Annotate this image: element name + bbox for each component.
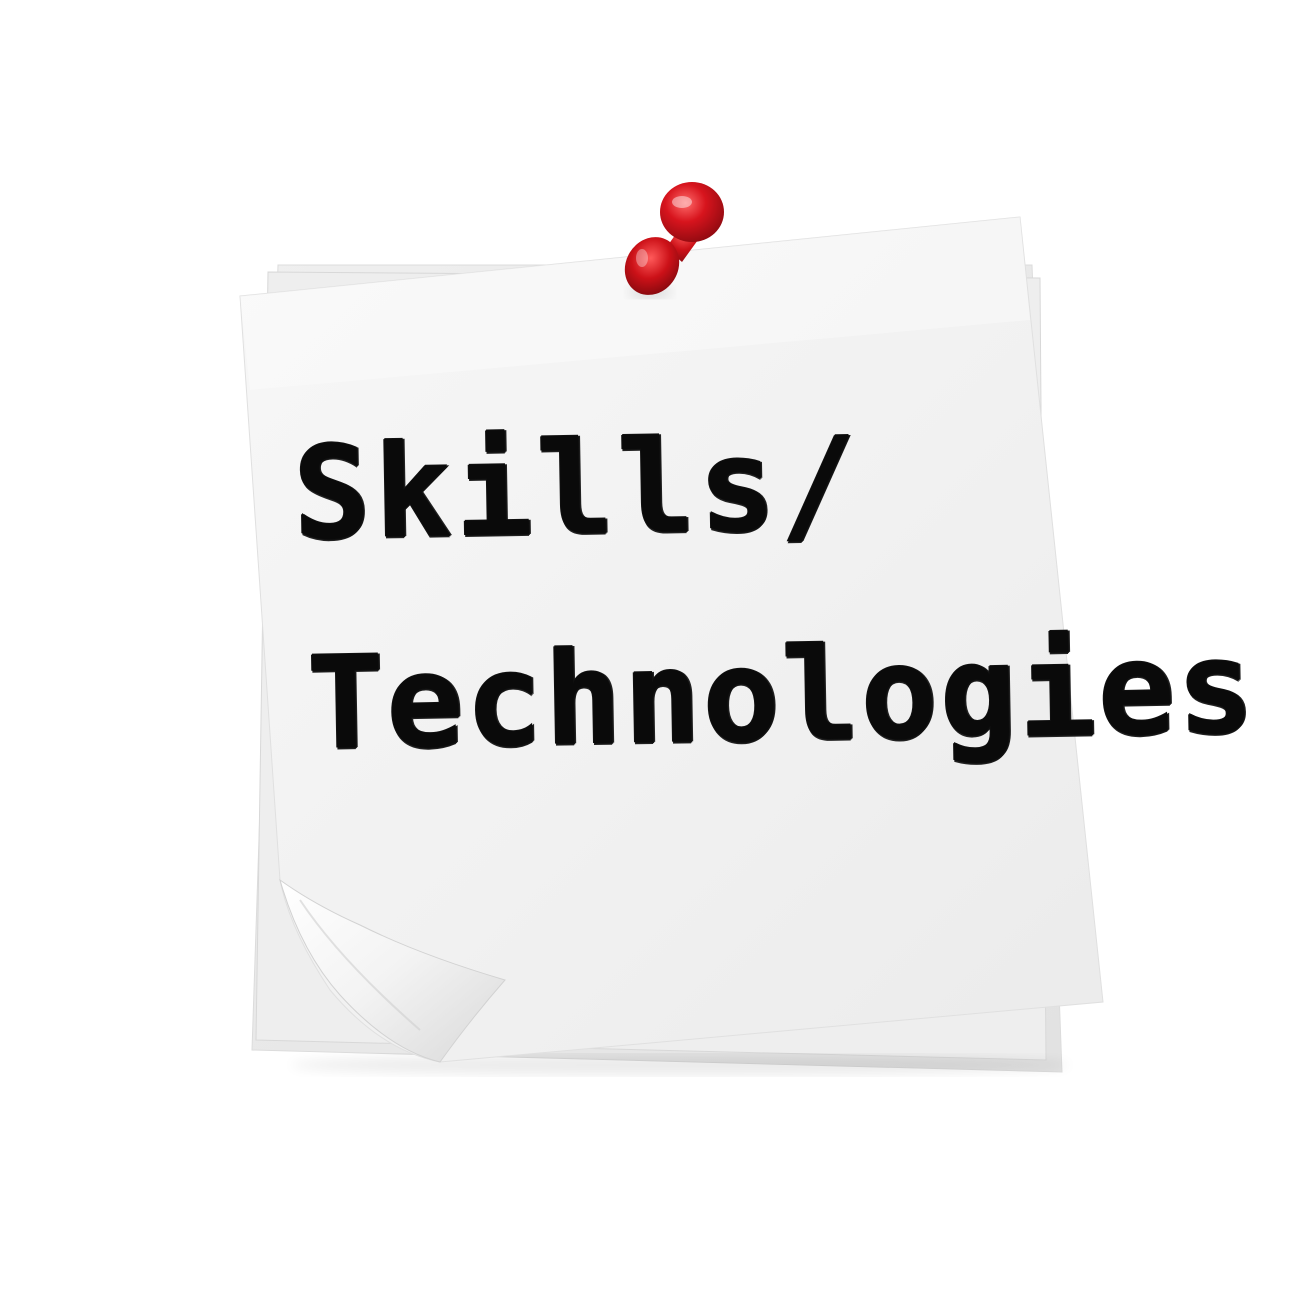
page-curl [279,878,506,1063]
front-sheet [239,216,1104,1063]
push-pin-icon [624,182,724,298]
